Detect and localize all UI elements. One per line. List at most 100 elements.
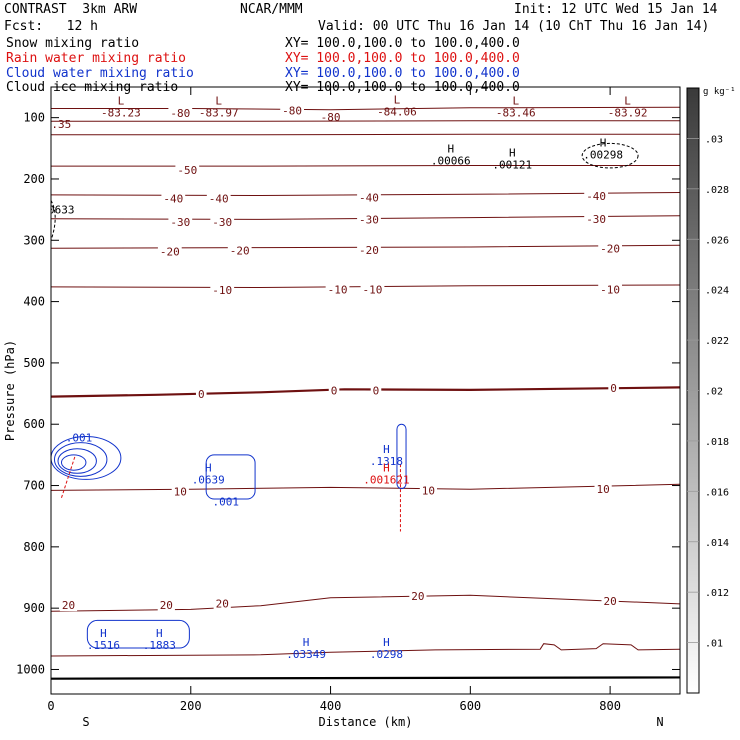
y-tick-label: 600	[23, 417, 45, 431]
isotherm-label-bg	[171, 485, 189, 498]
contour-value-label: 2.35	[45, 118, 72, 131]
isotherm-line	[51, 133, 680, 136]
cloud-water-contour	[57, 448, 97, 474]
isotherm-label-bg	[161, 192, 186, 205]
isotherm-label-bg	[584, 212, 609, 225]
cloud-water-contour	[396, 423, 407, 490]
cloud-water-contour	[53, 442, 108, 477]
y-tick-label: 300	[23, 233, 45, 247]
extremum-marker: H	[509, 147, 516, 160]
extremum-value: .1318	[370, 455, 403, 468]
y-tick-label: 400	[23, 295, 45, 309]
colorbar-tick-label: .016	[705, 487, 729, 498]
extremum-value: .0639	[192, 473, 225, 486]
isotherm-label: 10	[596, 483, 609, 496]
y-tick-label: 500	[23, 356, 45, 370]
terrain-line	[51, 676, 680, 680]
isotherm-label-bg	[594, 483, 612, 496]
extremum-marker: L	[118, 95, 125, 108]
isotherm-label: 0	[331, 385, 338, 398]
isotherm-line	[51, 483, 680, 491]
isotherm-label-bg	[280, 104, 305, 117]
model-title: CONTRAST 3km ARW	[4, 2, 138, 17]
cloud-water-contour	[51, 435, 122, 480]
isotherm-label: -20	[160, 245, 180, 258]
plot-frame	[50, 86, 681, 695]
colorbar-tick-label: .02	[705, 387, 723, 398]
isotherm-label: 20	[603, 595, 616, 608]
isotherm-label: -30	[170, 216, 190, 229]
isotherm-label: 10	[422, 484, 435, 497]
isotherm-label-bg	[210, 283, 235, 296]
isotherm-label: 20	[62, 599, 75, 612]
isotherm-label-bg	[157, 245, 182, 258]
isotherm-label: -50	[177, 164, 197, 177]
isotherm-label: 10	[174, 486, 187, 499]
extremum-value: -83.23	[101, 107, 141, 120]
extremum-value: .1516	[87, 639, 120, 652]
isotherm-label-bg	[357, 213, 381, 226]
extremum-marker: L	[512, 95, 519, 108]
isotherm-label: -10	[600, 283, 620, 296]
isotherm-label-bg	[419, 484, 437, 497]
extremum-marker: H	[303, 636, 310, 649]
colorbar-tick-label: .018	[705, 437, 729, 448]
ice-contour	[581, 142, 639, 169]
extremum-marker: H	[156, 627, 163, 640]
isotherm-label-bg	[213, 597, 231, 610]
extremum-value: .00121	[492, 159, 532, 172]
isotherm-label-bg	[357, 191, 381, 204]
isotherm-label: -40	[359, 191, 379, 204]
isotherm-label-bg	[175, 163, 200, 176]
isotherm-label: 20	[411, 590, 424, 603]
isotherm-label-bg	[195, 388, 207, 401]
isotherm-line	[51, 106, 680, 111]
ice-contour	[51, 200, 56, 241]
extremum-marker: H	[383, 443, 390, 456]
isotherm-label: -40	[163, 193, 183, 206]
legend-rain-name: Rain water mixing ratio	[6, 51, 187, 66]
isotherm-label: -30	[586, 213, 606, 226]
isotherm-label: -40	[209, 193, 229, 206]
extremum-value: -83.97	[199, 107, 239, 120]
contour-value-label: .0633	[41, 204, 74, 217]
x-tick-label: 0	[47, 699, 54, 713]
y-tick-label: 900	[23, 601, 45, 615]
x-end-label-north: N	[656, 715, 663, 729]
extremum-value: .00066	[431, 154, 471, 167]
x-tick-label: 400	[320, 699, 342, 713]
legend-cloudwater-name: Cloud water mixing ratio	[6, 66, 194, 81]
isotherm-label-bg	[598, 283, 623, 296]
extremum-value: -83.92	[608, 107, 648, 120]
legend-snow-xy: XY= 100.0,100.0 to 100.0,400.0	[285, 36, 520, 51]
colorbar-tick-label: .022	[705, 336, 729, 347]
x-tick-label: 600	[459, 699, 481, 713]
isotherm-label: 20	[216, 597, 229, 610]
extremum-marker: H	[205, 461, 212, 474]
colorbar-tick-label: .014	[705, 538, 729, 549]
y-tick-label: 200	[23, 172, 45, 186]
colorbar-unit: g kg⁻¹	[703, 87, 736, 97]
rain-contour	[61, 454, 76, 498]
extremum-value: .00298	[583, 148, 623, 161]
extremum-marker: L	[394, 93, 401, 106]
y-tick-label: 700	[23, 479, 45, 493]
isotherm-line	[51, 594, 680, 612]
extremum-marker: H	[100, 627, 107, 640]
isotherm-label-bg	[206, 192, 231, 205]
valid-time: Valid: 00 UTC Thu 16 Jan 14 (10 ChT Thu …	[318, 19, 710, 34]
forecast-hour: Fcst: 12 h	[4, 19, 98, 34]
cloud-water-contour	[60, 454, 87, 471]
isotherm-label-bg	[360, 283, 385, 296]
isotherm-label-bg	[325, 283, 350, 296]
isotherm-label: 0	[610, 382, 617, 395]
isotherm-label-bg	[318, 111, 343, 124]
legend-rain-xy: XY= 100.0,100.0 to 100.0,400.0	[285, 51, 520, 66]
isotherm-label: 0	[373, 385, 380, 398]
isotherm-label: -20	[600, 242, 620, 255]
isotherm-label: 0	[198, 388, 205, 401]
isotherm-label-bg	[210, 215, 235, 228]
legend-snow-name: Snow mixing ratio	[6, 36, 140, 51]
isotherm-label-bg	[608, 382, 619, 395]
